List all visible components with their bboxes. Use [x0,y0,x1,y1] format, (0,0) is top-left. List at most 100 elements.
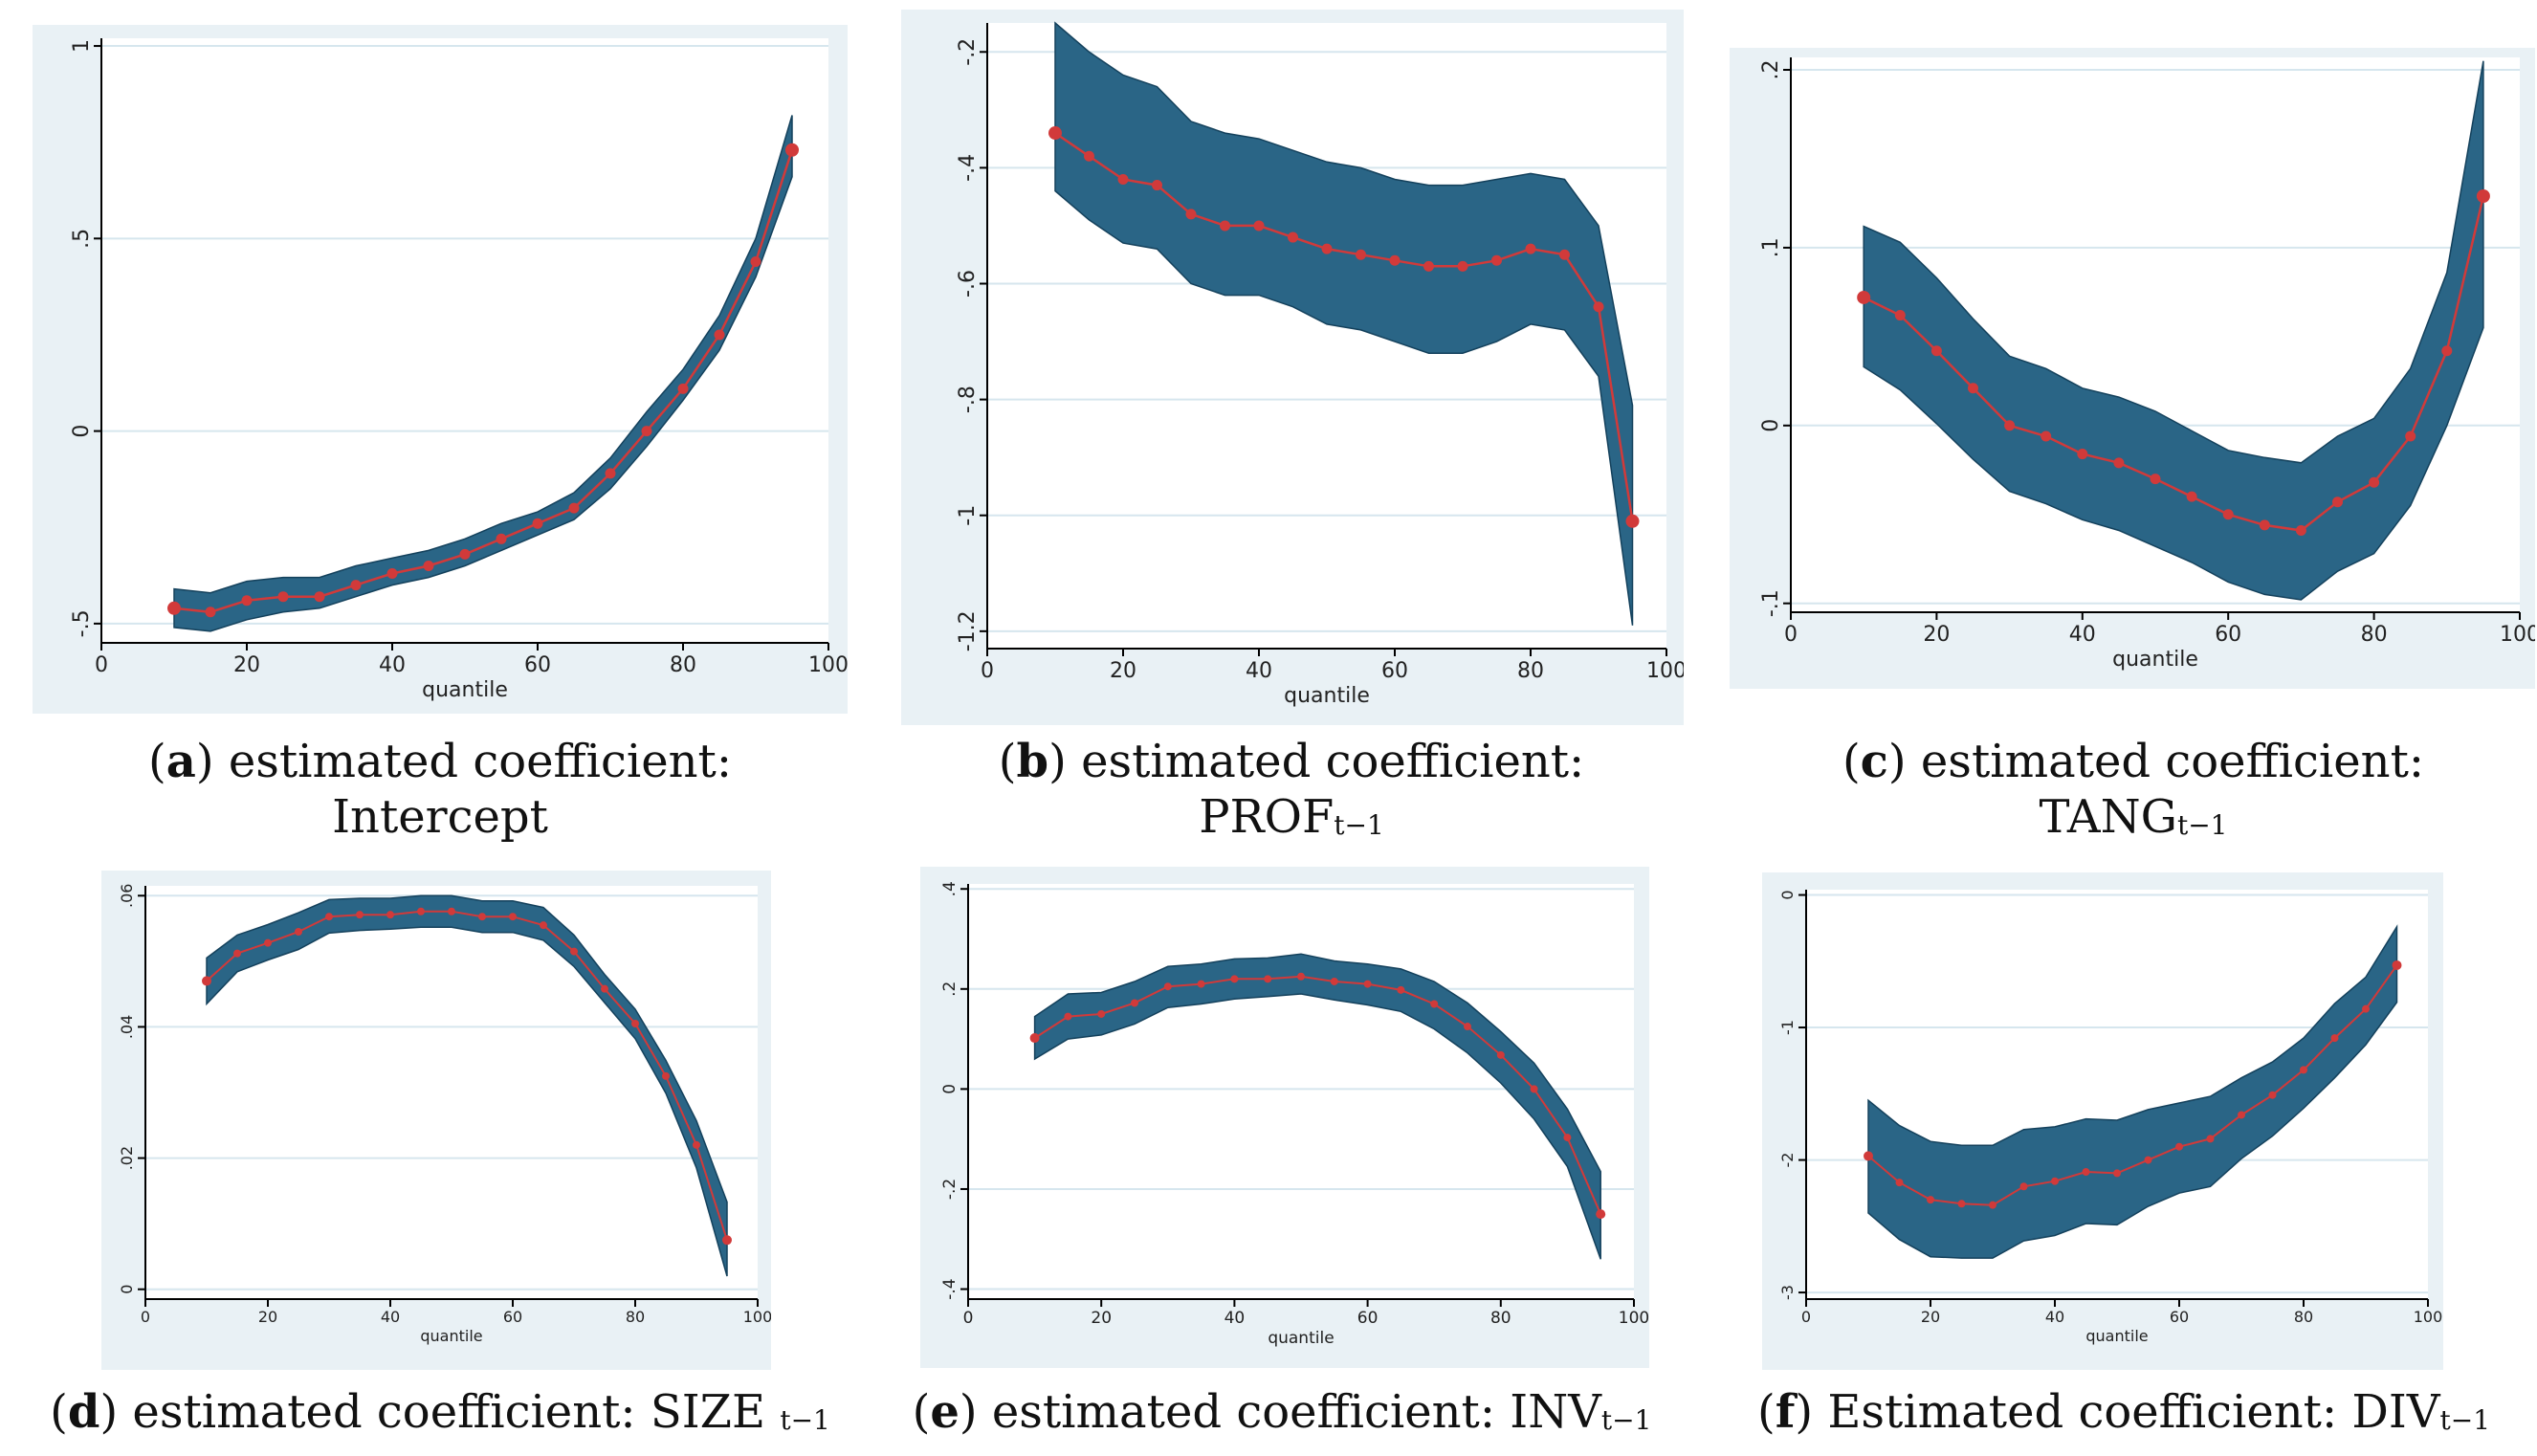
estimate-point-1 [233,949,241,958]
estimate-point-8 [459,548,471,560]
y-tick-label-3: .2 [940,982,960,997]
estimate-point-5 [2041,430,2052,442]
caption-e-letter: e [930,1385,960,1439]
estimate-point-0 [202,976,211,986]
x-tick-label-5: 100 [2414,1308,2443,1326]
y-tick-label-3: -3 [1778,1285,1797,1300]
estimate-point-3 [1131,999,1138,1007]
estimate-point-17 [1625,514,1640,528]
estimate-point-14 [2300,1066,2307,1074]
confidence-band [1033,953,1601,1260]
x-tick-label-1: 20 [1091,1309,1112,1328]
y-tick-label-2: 0 [940,1084,960,1094]
estimate-point-0 [1864,1151,1873,1161]
caption-e: (e) estimated coefficient: INVt−1 [912,1385,1652,1439]
x-tick-label-0: 0 [95,653,108,677]
estimate-point-4 [1163,982,1172,991]
estimate-point-5 [356,911,364,919]
estimate-point-8 [1321,243,1333,254]
x-tick-label-0: 0 [963,1309,974,1328]
estimate-point-8 [448,907,455,916]
y-tick-label-3: .06 [118,884,136,908]
caption-e-sub: t−1 [1600,1404,1652,1436]
estimate-point-13 [641,426,652,437]
y-tick-label-1: -.4 [956,154,980,182]
caption-b: (b) estimated coefficient: PROFt−1 [998,735,1585,844]
estimate-point-9 [2144,1156,2152,1164]
x-tick-label-3: 60 [503,1308,522,1326]
y-tick-label-0: -.2 [956,38,980,66]
estimate-point-1 [1895,1179,1904,1187]
estimate-point-13 [1491,254,1502,266]
estimate-point-2 [1927,1196,1934,1204]
estimate-point-5 [350,580,362,591]
x-tick-label-0: 0 [1801,1308,1811,1326]
estimate-point-5 [1197,980,1205,988]
y-tick-label-0: -.1 [1759,589,1783,617]
x-tick-label-3: 60 [2215,623,2241,647]
caption-c-text: estimated coefficient: [1906,735,2425,788]
estimate-point-5 [2019,1182,2028,1191]
estimate-point-1 [1084,150,1094,162]
x-axis-title: quantile [422,678,508,702]
estimate-point-15 [1530,1085,1538,1093]
estimate-point-7 [2113,457,2125,469]
caption-b-sub: t−1 [1334,808,1384,841]
x-tick-label-0: 0 [1784,623,1798,647]
estimate-point-11 [568,502,580,514]
estimate-point-6 [1230,975,1239,983]
x-tick-label-1: 20 [1110,659,1136,683]
chart-panel-a: -.5 0.5 1 0 20 40 60 80 100 quantile [33,25,848,714]
estimate-point-17 [785,143,799,157]
estimate-point-12 [1457,260,1468,272]
y-tick-label-1: -1 [1778,1020,1797,1035]
estimate-point-7 [2082,1168,2090,1177]
estimate-point-17 [1596,1209,1606,1220]
chart-panel-b: -.2 -.4 -.6 -.8 -1 -1.2 0 20 40 60 80 100 quantile [901,10,1684,725]
estimate-line [1054,132,1634,521]
x-tick-label-2: 40 [1246,659,1272,683]
estimate-point-10 [2175,1142,2183,1151]
estimate-point-6 [2077,449,2088,460]
estimate-line [1867,964,2398,1206]
x-tick-label-4: 80 [1517,659,1544,683]
estimate-point-16 [693,1140,700,1149]
y-tick-label-0: 0 [1778,890,1797,899]
estimate-point-8 [2150,474,2161,485]
y-tick-label-5: -1.2 [956,610,980,651]
estimate-point-7 [417,907,425,916]
y-tick-label-4: -1 [956,505,980,526]
estimate-point-4 [1989,1201,1997,1209]
estimate-point-6 [386,911,394,919]
estimate-point-11 [2259,519,2270,531]
estimate-line [206,910,728,1241]
caption-c-letter: c [1860,735,1888,788]
estimate-point-9 [1356,249,1366,260]
x-axis-title: quantile [2112,648,2198,672]
estimate-point-16 [2362,1004,2370,1013]
x-tick-label-5: 100 [1646,659,1684,683]
estimate-point-14 [1496,1050,1505,1059]
confidence-band [206,894,728,1277]
estimate-point-13 [1464,1023,1471,1031]
estimate-point-16 [2441,345,2453,357]
estimate-point-0 [167,601,181,615]
x-axis-title: quantile [1268,1329,1334,1348]
estimate-point-2 [241,595,253,607]
caption-a-text: estimated coefficient: [213,735,732,788]
y-tick-label-4: .4 [940,881,960,896]
estimate-line [1863,195,2485,532]
estimate-point-17 [2476,189,2490,203]
caption-f-sub: t−1 [2439,1404,2491,1436]
y-tick-label-2: -2 [1778,1153,1797,1168]
confidence-band [1867,924,2398,1259]
x-tick-label-4: 80 [2294,1308,2313,1326]
y-tick-label-2: -.6 [956,270,980,298]
chart-d: 0 .02 .04 .06 0 20 40 60 80 100 quantile [101,871,771,1370]
x-tick-label-3: 60 [1381,659,1408,683]
x-axis-title: quantile [1284,684,1370,708]
caption-f-text: Estimated coefficient: DIV [1813,1385,2440,1439]
estimate-point-8 [2113,1169,2121,1178]
caption-a: (a) estimated coefficient: Intercept [29,735,851,845]
